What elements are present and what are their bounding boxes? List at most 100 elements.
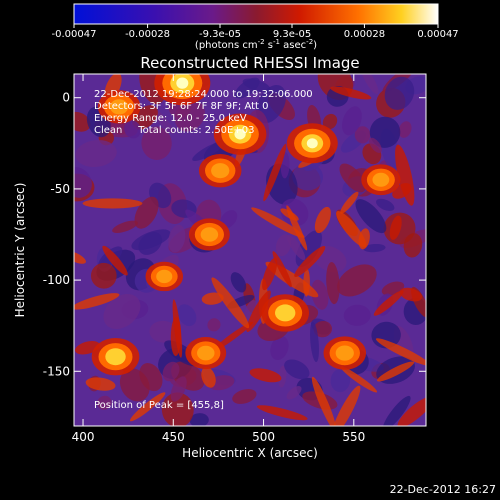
heatmap-filament xyxy=(172,299,183,358)
heatmap-filament xyxy=(336,211,367,248)
x-tick-label: 400 xyxy=(72,430,95,444)
heatmap-filament xyxy=(256,405,308,421)
heatmap-blob xyxy=(138,232,163,255)
heatmap-blob xyxy=(189,413,209,426)
heatmap-filament xyxy=(211,277,250,329)
heatmap-blob xyxy=(286,386,302,400)
heatmap-blob xyxy=(313,320,333,338)
source-core xyxy=(275,304,296,322)
x-tick-label: 500 xyxy=(252,430,275,444)
heatmap-blob xyxy=(112,220,138,233)
heatmap-blob xyxy=(139,363,163,392)
heatmap-blob xyxy=(278,365,287,388)
colorbar-tick-label: -0.00028 xyxy=(125,29,170,40)
heatmap-blob xyxy=(382,395,411,426)
heatmap-blob xyxy=(161,392,194,426)
colorbar-tick-label: 0.00028 xyxy=(344,29,385,40)
heatmap-blob xyxy=(369,116,401,148)
heatmap-blob xyxy=(232,389,257,404)
heatmap-filament xyxy=(201,292,224,305)
source-peak xyxy=(306,138,318,149)
heatmap-filament xyxy=(399,287,423,302)
heatmap-blob xyxy=(361,74,379,95)
heatmap-blob xyxy=(284,359,310,380)
heatmap-blob xyxy=(75,139,117,168)
heatmap-filament xyxy=(251,207,305,238)
heatmap-blob xyxy=(90,262,117,289)
heatmap-blob xyxy=(168,224,186,253)
heatmap-filament xyxy=(201,366,216,388)
heatmap-blob xyxy=(376,198,395,211)
source-core xyxy=(211,163,230,179)
heatmap-filament xyxy=(314,206,331,234)
heatmap-filament xyxy=(249,368,282,383)
heatmap-blob xyxy=(355,199,387,234)
heatmap-filament xyxy=(263,143,287,202)
heatmap-filament xyxy=(102,245,128,276)
source-core xyxy=(200,227,219,242)
y-axis-label: Heliocentric Y (arcsec) xyxy=(13,183,27,318)
source-core xyxy=(156,269,173,284)
heatmap-blob xyxy=(310,321,319,363)
heatmap-blob xyxy=(398,121,412,138)
heatmap-filament xyxy=(395,144,415,206)
heatmap-blob xyxy=(141,126,172,160)
annotation-counts: Clean Total counts: 2.50E+03 xyxy=(94,125,254,136)
x-tick-label: 450 xyxy=(162,430,185,444)
y-tick-label: -50 xyxy=(50,182,70,196)
heatmap-blob xyxy=(342,106,362,136)
heatmap-filament xyxy=(265,261,319,298)
heatmap-filament xyxy=(74,293,120,310)
colorbar-ticks: -0.00047 -0.00028 -9.3e-05 9.3e-05 0.00028 0.… xyxy=(52,24,459,40)
heatmap-blob xyxy=(242,78,271,93)
heatmap-blob xyxy=(292,162,324,191)
heatmap-blob xyxy=(207,318,221,332)
annotation-detectors: Detectors: 3F 5F 6F 7F 8F 9F; Att 0 xyxy=(94,101,269,112)
heatmap-blob xyxy=(97,395,112,410)
plot-frame xyxy=(73,73,427,427)
source-core xyxy=(197,345,215,361)
source-core xyxy=(105,348,126,366)
heatmap-filament xyxy=(389,215,402,240)
heatmap-filament xyxy=(311,376,337,426)
source-core xyxy=(110,99,129,115)
heatmap-blob xyxy=(124,120,142,139)
colorbar: -0.00047 -0.00028 -9.3e-05 9.3e-05 0.00028 0.… xyxy=(52,3,459,51)
heatmap-blob xyxy=(230,272,247,293)
heatmap-blob xyxy=(170,376,187,402)
heatmap-filament xyxy=(262,257,278,291)
heatmap-filament xyxy=(294,245,326,277)
heatmap-blob xyxy=(103,293,141,329)
heatmap-blobs xyxy=(74,74,426,426)
heatmap-blob xyxy=(177,304,197,327)
heatmap-blob xyxy=(149,320,178,343)
source-peak xyxy=(234,128,246,140)
y-tick-label: -100 xyxy=(43,273,70,287)
heatmap-blob xyxy=(354,126,371,144)
heatmap-filament xyxy=(331,385,361,426)
bright-sources xyxy=(91,74,401,376)
source-core xyxy=(335,345,354,361)
heatmap-filament xyxy=(375,338,426,366)
heatmap-filament xyxy=(286,205,308,251)
heatmap-blob xyxy=(174,99,205,132)
heatmap-filament xyxy=(340,191,359,214)
peak-position-text: Position of Peak = [455,8] xyxy=(94,400,224,411)
colorbar-tick-label: -9.3e-05 xyxy=(199,29,241,40)
y-axis: 0 -50 -100 -150 xyxy=(43,91,426,378)
annotations: 22-Dec-2012 19:28:24.000 to 19:32:06.000… xyxy=(94,89,313,411)
heatmap-blob xyxy=(330,368,351,393)
chart-title: Reconstructed RHESSI Image xyxy=(140,54,359,72)
heatmap-filament xyxy=(376,361,415,382)
heatmap-filament xyxy=(246,290,271,332)
heatmap-blob xyxy=(337,264,377,297)
heatmap-filament xyxy=(272,251,292,288)
x-axis-label: Heliocentric X (arcsec) xyxy=(182,446,318,460)
heatmap-blob xyxy=(363,243,386,253)
heatmap-filament xyxy=(330,86,372,100)
heatmap-blob xyxy=(326,262,340,305)
heatmap-blob xyxy=(270,336,289,361)
x-axis: 400 450 500 550 xyxy=(72,74,365,444)
footer-timestamp: 22-Dec-2012 16:27 xyxy=(390,483,496,496)
y-tick-label: 0 xyxy=(62,91,70,105)
